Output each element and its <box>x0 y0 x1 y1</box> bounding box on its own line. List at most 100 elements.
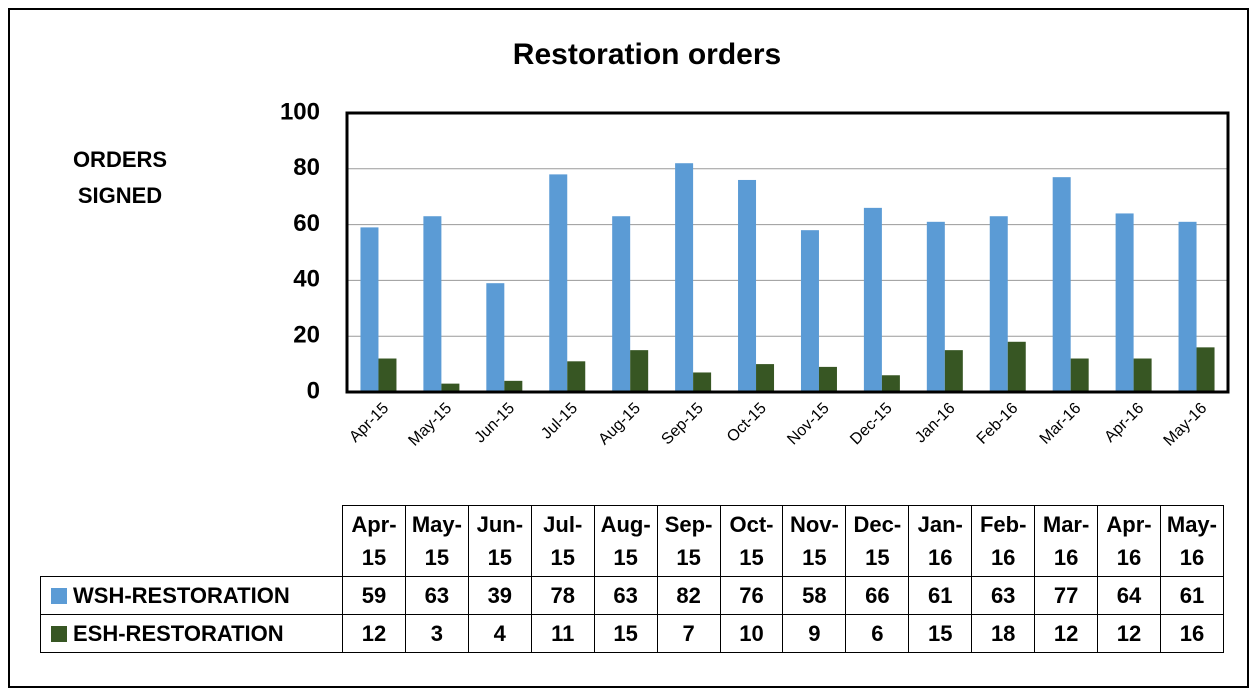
value-cell: 12 <box>1097 614 1161 653</box>
value-cell: 12 <box>1034 614 1099 653</box>
bar <box>800 230 819 392</box>
x-tick-label: Nov-15 <box>784 400 833 449</box>
bar <box>944 350 963 392</box>
header-cell: Sep-15 <box>656 505 721 577</box>
value-cell: 3 <box>404 614 469 653</box>
y-tick-label: 0 <box>307 377 320 404</box>
value-cell: 11 <box>530 614 595 653</box>
legend-label: WSH-RESTORATION <box>73 583 290 608</box>
bar <box>423 216 442 392</box>
bar <box>1115 213 1134 392</box>
data-table: Apr-15 May-15 Jun-15 Jul-15 Aug-15 Sep-15 Oct-… <box>40 505 1224 653</box>
header-row: Apr-15 May-15 Jun-15 Jul-15 Aug-15 Sep-15 Oct-… <box>40 505 1224 577</box>
series-row: ESH-RESTORATION 12 3 4 11 15 7 10 9 6 15 18 12 12 16 <box>40 614 1224 653</box>
bar <box>504 380 523 392</box>
legend-cell: WSH-RESTORATION <box>40 576 343 615</box>
value-cell: 6 <box>845 614 910 653</box>
bar <box>926 221 945 392</box>
y-axis-label: ORDERS SIGNED <box>72 147 168 209</box>
plot-border <box>345 111 1230 394</box>
value-cell: 15 <box>593 614 658 653</box>
x-tick-label: Aug-15 <box>595 400 644 449</box>
header-cell: Feb-16 <box>971 505 1036 577</box>
bar <box>1196 347 1215 392</box>
header-cell: Oct-15 <box>719 505 784 577</box>
value-cell: 82 <box>656 576 721 615</box>
value-cell: 4 <box>467 614 532 653</box>
bar <box>549 174 568 392</box>
header-cell: Jun-15 <box>467 505 532 577</box>
header-cell: Apr-16 <box>1097 505 1161 577</box>
y-tick-label: 60 <box>293 210 320 237</box>
x-tick-label: Dec-15 <box>847 400 896 449</box>
bar <box>378 358 397 392</box>
value-cell: 18 <box>971 614 1036 653</box>
bar <box>1052 177 1071 392</box>
bar <box>1007 341 1026 392</box>
header-cell: May-16 <box>1159 505 1224 577</box>
x-tick-label: Jan-16 <box>912 400 959 447</box>
value-cell: 76 <box>719 576 784 615</box>
value-cell: 63 <box>971 576 1036 615</box>
x-tick-label: May-15 <box>405 400 455 450</box>
header-cell: Jan-16 <box>908 505 973 577</box>
bar <box>675 163 694 392</box>
x-tick-label: Feb-16 <box>974 400 1022 448</box>
chart-title: Restoration orders <box>513 38 781 71</box>
chart-frame <box>8 8 1249 688</box>
value-cell: 63 <box>593 576 658 615</box>
bar <box>738 179 757 392</box>
x-tick-label: Mar-16 <box>1037 400 1085 448</box>
value-cell: 9 <box>782 614 847 653</box>
header-cell: Apr-15 <box>342 505 406 577</box>
value-cell: 61 <box>908 576 973 615</box>
y-tick-label: 20 <box>293 322 320 349</box>
value-cell: 10 <box>719 614 784 653</box>
legend-key <box>51 588 67 604</box>
value-cell: 66 <box>845 576 910 615</box>
legend-label: ESH-RESTORATION <box>73 621 284 646</box>
value-cell: 78 <box>530 576 595 615</box>
bar <box>881 375 900 392</box>
y-tick-label: 100 <box>280 98 320 125</box>
x-tick-label: Jul-15 <box>538 400 581 443</box>
bar <box>486 283 505 392</box>
value-cell: 59 <box>342 576 406 615</box>
bar <box>756 364 775 392</box>
x-tick-label: Oct-15 <box>724 400 770 446</box>
value-cell: 7 <box>656 614 721 653</box>
value-cell: 61 <box>1159 576 1224 615</box>
value-cell: 15 <box>908 614 973 653</box>
value-cell: 39 <box>467 576 532 615</box>
value-cell: 58 <box>782 576 847 615</box>
legend-key <box>51 626 67 642</box>
header-cell: Mar-16 <box>1034 505 1099 577</box>
x-tick-label: Jun-15 <box>472 400 519 447</box>
bar <box>630 350 649 392</box>
bar <box>693 372 712 392</box>
bar <box>1178 221 1197 392</box>
value-cell: 16 <box>1159 614 1224 653</box>
value-cell: 64 <box>1097 576 1161 615</box>
header-cell: Aug-15 <box>593 505 658 577</box>
header-cell: May-15 <box>404 505 469 577</box>
value-cell: 63 <box>404 576 469 615</box>
x-tick-label: May-16 <box>1161 400 1211 450</box>
bar <box>818 366 837 392</box>
y-tick-label: 80 <box>293 154 320 181</box>
legend-cell: ESH-RESTORATION <box>40 614 343 653</box>
header-cell: Nov-15 <box>782 505 847 577</box>
x-tick-label: Apr-15 <box>346 400 392 446</box>
series-row: WSH-RESTORATION 59 63 39 78 63 82 76 58 66 61 63 77 6… <box>40 576 1224 615</box>
blank-cell <box>40 505 343 577</box>
bar <box>989 216 1008 392</box>
header-cell: Jul-15 <box>530 505 595 577</box>
y-tick-label: 40 <box>293 266 320 293</box>
bar <box>863 207 882 392</box>
bar <box>441 383 460 392</box>
bar <box>360 227 379 392</box>
value-cell: 12 <box>342 614 406 653</box>
x-tick-label: Apr-16 <box>1101 400 1147 446</box>
